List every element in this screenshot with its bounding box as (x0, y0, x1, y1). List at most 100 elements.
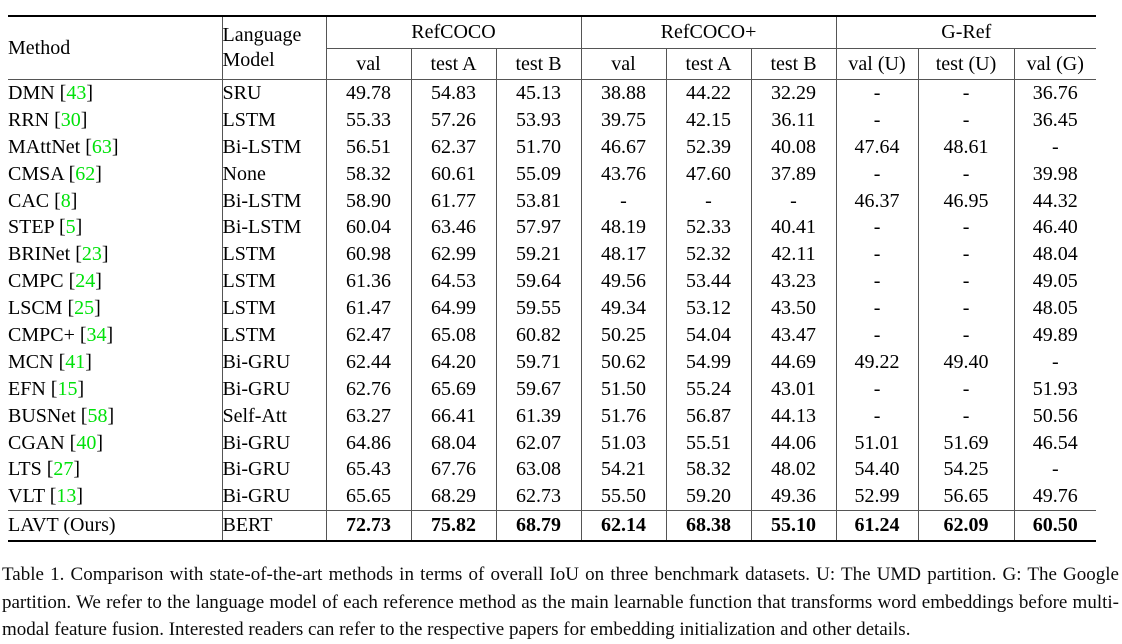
metric-cell: 63.46 (411, 214, 497, 242)
metric-cell: 54.21 (581, 456, 667, 484)
table-row: DMN [43] SRU 49.78 54.83 45.13 38.88 44.22 32… (8, 79, 1096, 107)
metric-cell: - (836, 106, 919, 134)
metric-cell: 49.36 (751, 483, 837, 511)
metric-cell: 60.98 (326, 241, 412, 269)
metric-cell: 59.67 (496, 375, 582, 403)
language-model-cell: LSTM (222, 268, 327, 296)
metric-cell: 47.64 (836, 133, 919, 161)
metric-cell: 60.04 (326, 214, 412, 242)
table-header: Method Language Model RefCOCO RefCOCO+ G… (8, 15, 1097, 80)
metric-cell: - (1051, 350, 1059, 373)
table-row: MCN [41] Bi-GRU 62.44 64.20 59.71 50.62 54.9… (8, 348, 1096, 376)
metric-cell: 51.03 (581, 429, 667, 457)
subcolumn-header: val (326, 48, 412, 80)
metric-cell: 43.23 (751, 268, 837, 296)
metric-cell: 55.09 (496, 160, 582, 188)
metric-cell: 62.07 (496, 429, 582, 457)
metric-cell: 51.70 (496, 133, 582, 161)
subcolumn-header: val (U) (836, 48, 919, 80)
metric-cell: 64.53 (411, 268, 497, 296)
metric-cell: 56.51 (326, 133, 412, 161)
metric-cell: 46.67 (581, 133, 667, 161)
metric-cell: - (918, 322, 1015, 349)
metric-cell: 44.69 (751, 348, 837, 376)
metric-cell: 46.95 (918, 187, 1015, 215)
language-model-cell: Bi-GRU (222, 429, 327, 457)
metric-cell: 37.89 (751, 160, 837, 188)
citation-number: 30 (60, 108, 81, 131)
subcolumn-header: val (581, 48, 667, 80)
group-header-refcoco: RefCOCO (326, 15, 582, 49)
metric-cell: 49.34 (581, 295, 667, 323)
metric-cell: 44.32 (1032, 189, 1078, 212)
metric-cell: 49.40 (918, 348, 1015, 376)
metric-cell: 52.32 (666, 241, 752, 269)
metric-cell: 49.22 (836, 348, 919, 376)
group-header-gref: G-Ref (836, 15, 1097, 49)
metric-cell: 68.29 (411, 483, 497, 511)
metric-cell: 62.73 (496, 483, 582, 511)
metric-cell: 51.93 (1032, 377, 1078, 400)
subcolumn-header: test B (751, 48, 837, 80)
language-model-line1: Language (222, 24, 302, 46)
metric-cell: 42.15 (666, 106, 752, 134)
table-row: CMPC [24] LSTM 61.36 64.53 59.64 49.56 53.44… (8, 268, 1096, 296)
method-cell: BUSNet [58] (8, 402, 223, 430)
metric-cell: 51.01 (836, 429, 919, 457)
citation-number: 23 (81, 243, 102, 266)
table-row: LAVT (Ours) BERT 72.73 75.82 68.79 62.14 68.… (8, 510, 1097, 543)
method-cell: CGAN [40] (8, 429, 223, 457)
metric-cell: 49.78 (326, 79, 412, 107)
method-cell: VLT [13] (8, 483, 223, 511)
metric-cell: 65.69 (411, 375, 497, 403)
table-row: EFN [15] Bi-GRU 62.76 65.69 59.67 51.50 55.2… (8, 375, 1096, 403)
metric-cell: 50.25 (581, 322, 667, 349)
metric-cell: - (918, 106, 1015, 134)
metric-cell: 53.81 (496, 187, 582, 215)
language-model-cell: LSTM (222, 241, 327, 269)
metric-cell: 59.71 (496, 348, 582, 376)
metric-cell: - (836, 295, 919, 323)
results-table: Method Language Model RefCOCO RefCOCO+ G… (8, 15, 1097, 543)
metric-cell: 59.64 (496, 268, 582, 296)
metric-cell: 61.77 (411, 187, 497, 215)
metric-cell: - (918, 375, 1015, 403)
metric-cell: 60.50 (1014, 510, 1097, 543)
metric-cell: 48.05 (1032, 297, 1078, 320)
metric-cell: 42.11 (751, 241, 837, 269)
metric-cell: 66.41 (411, 402, 497, 430)
metric-cell: - (836, 79, 919, 107)
metric-cell: 43.50 (751, 295, 837, 323)
metric-cell: 48.17 (581, 241, 667, 269)
metric-cell: - (836, 322, 919, 349)
metric-cell: 52.33 (666, 214, 752, 242)
method-cell: CMSA [62] (8, 160, 223, 188)
metric-cell: 54.40 (836, 456, 919, 484)
metric-cell: 64.99 (411, 295, 497, 323)
method-cell: MCN [41] (8, 348, 223, 376)
metric-cell: 62.44 (326, 348, 412, 376)
column-header-language-model: Language Model (222, 15, 327, 80)
metric-cell: 65.08 (411, 322, 497, 349)
citation-number: 8 (60, 189, 71, 212)
metric-cell: 65.43 (326, 456, 412, 484)
table-row: LSCM [25] LSTM 61.47 64.99 59.55 49.34 53.12… (8, 295, 1096, 323)
metric-cell: 46.54 (1032, 431, 1078, 454)
table-body: DMN [43] SRU 49.78 54.83 45.13 38.88 44.22 32… (8, 79, 1097, 543)
metric-cell: 65.65 (326, 483, 412, 511)
metric-cell: 68.38 (666, 510, 752, 543)
language-model-cell: Bi-GRU (222, 456, 327, 484)
metric-cell: - (836, 241, 919, 269)
metric-cell: 61.39 (496, 402, 582, 430)
metric-cell: 44.06 (751, 429, 837, 457)
table-row: CAC [8] Bi-LSTM 58.90 61.77 53.81- - -46.37 4… (8, 187, 1096, 215)
metric-cell: 56.87 (666, 402, 752, 430)
metric-cell: - (836, 402, 919, 430)
metric-cell: 57.97 (496, 214, 582, 242)
language-model-cell: Bi-LSTM (222, 187, 327, 215)
metric-cell: 54.04 (666, 322, 752, 349)
metric-cell: 55.33 (326, 106, 412, 134)
language-model-line2: Model (222, 49, 275, 71)
metric-cell: 50.62 (581, 348, 667, 376)
metric-cell: - (751, 187, 837, 215)
